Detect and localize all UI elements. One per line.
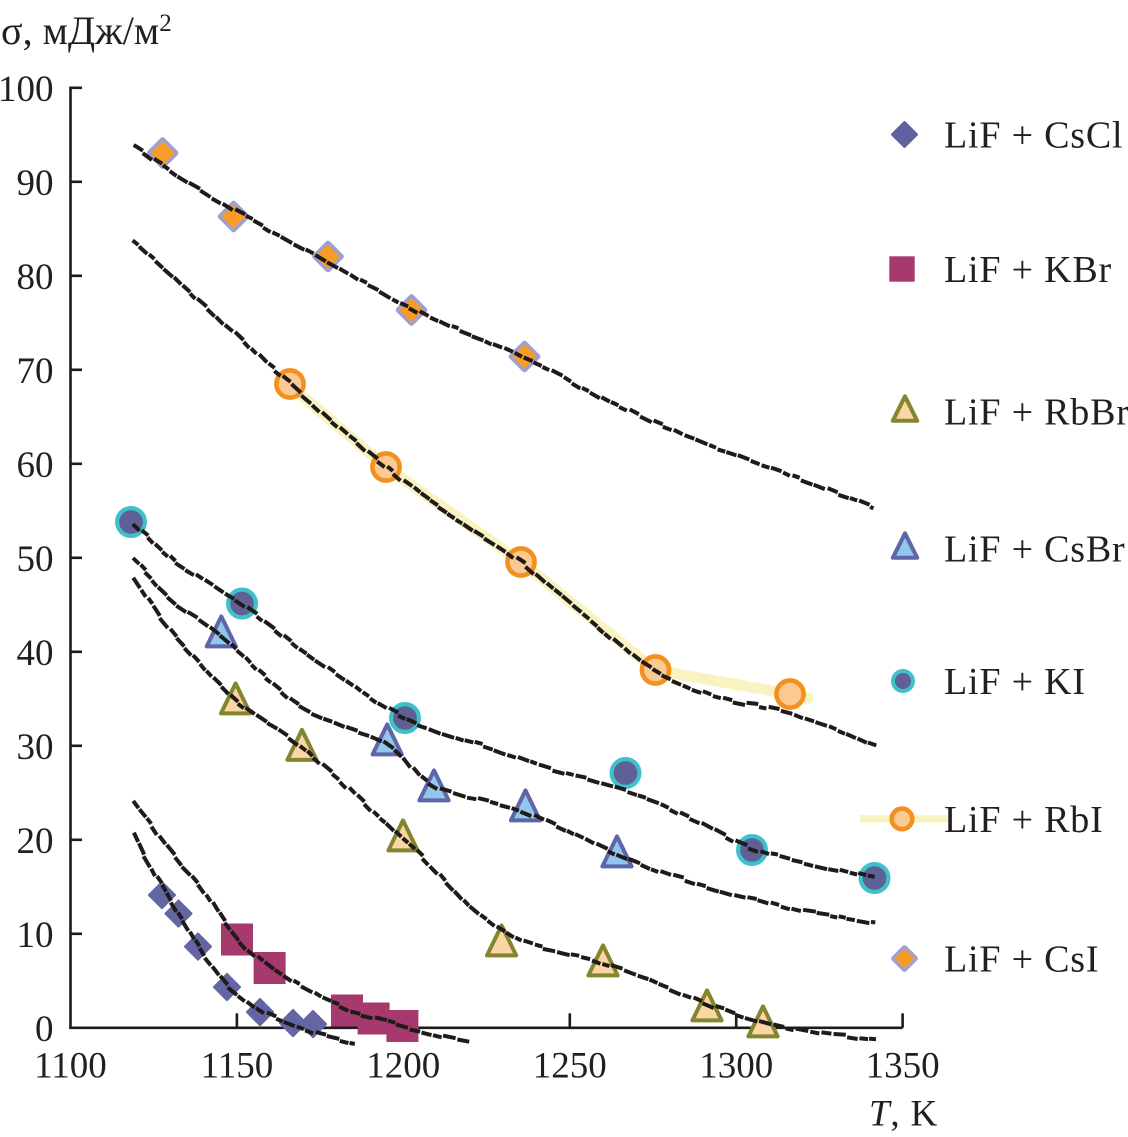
- svg-text:20: 20: [17, 821, 54, 862]
- svg-text:LiF + CsBr: LiF + CsBr: [944, 528, 1125, 570]
- svg-text:1200: 1200: [366, 1046, 440, 1087]
- svg-text:LiF + CsCl: LiF + CsCl: [944, 114, 1123, 156]
- svg-text:σ, мДж/м2: σ, мДж/м2: [1, 8, 172, 53]
- svg-text:LiF + KBr: LiF + KBr: [944, 249, 1112, 291]
- svg-text:60: 60: [17, 445, 54, 486]
- svg-text:LiF + KI: LiF + KI: [944, 661, 1086, 703]
- svg-text:0: 0: [35, 1009, 54, 1050]
- svg-text:100: 100: [0, 69, 54, 110]
- svg-text:1100: 1100: [34, 1046, 107, 1087]
- svg-text:1150: 1150: [201, 1046, 274, 1087]
- svg-text:30: 30: [17, 727, 54, 768]
- svg-text:1300: 1300: [699, 1046, 773, 1087]
- svg-text:50: 50: [17, 539, 54, 580]
- svg-text:LiF + RbBr: LiF + RbBr: [944, 391, 1128, 433]
- svg-text:1350: 1350: [866, 1046, 940, 1087]
- svg-text:1250: 1250: [533, 1046, 607, 1087]
- svg-text:LiF + CsI: LiF + CsI: [944, 938, 1099, 980]
- svg-text:LiF + RbI: LiF + RbI: [944, 799, 1104, 841]
- svg-text:70: 70: [17, 351, 54, 392]
- svg-text:40: 40: [17, 633, 54, 674]
- svg-text:10: 10: [17, 915, 54, 956]
- svg-text:80: 80: [17, 257, 54, 298]
- svg-text:T, K: T, K: [869, 1094, 938, 1135]
- svg-text:90: 90: [17, 163, 54, 204]
